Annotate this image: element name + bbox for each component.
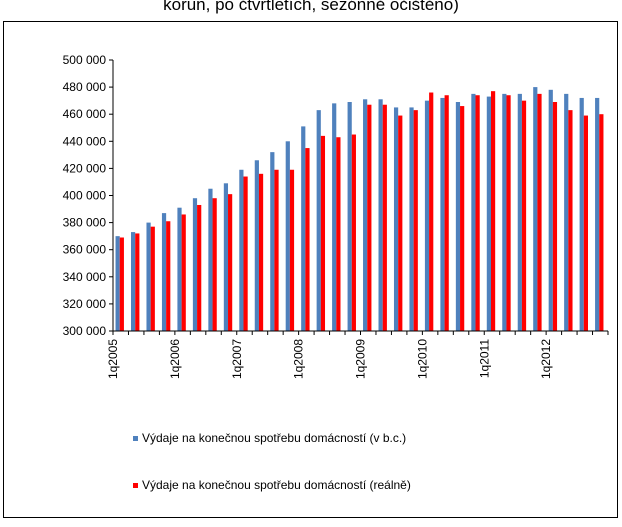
bar — [212, 198, 217, 331]
bar — [197, 204, 202, 331]
bar — [409, 107, 414, 331]
bar — [486, 96, 491, 332]
bar — [367, 104, 372, 331]
bar — [564, 93, 569, 331]
bar — [537, 93, 542, 331]
bar — [239, 169, 244, 331]
bar — [502, 93, 507, 331]
bar — [177, 207, 182, 331]
bar — [398, 115, 403, 332]
y-tick-label: 380 000 — [63, 216, 107, 230]
bar — [347, 102, 352, 331]
x-tick-label: 1q2011 — [477, 339, 491, 378]
y-tick-label: 360 000 — [63, 243, 107, 257]
x-tick-label: 1q2010 — [415, 339, 429, 379]
bar — [471, 93, 476, 331]
bar — [131, 232, 136, 331]
bar — [146, 222, 151, 331]
bar — [595, 97, 600, 331]
bar — [429, 92, 434, 332]
chart-title: korun, po čtvrtletích, sezónně očištěno) — [163, 0, 459, 14]
bar — [455, 102, 461, 331]
bar — [320, 135, 326, 331]
chart-frame — [3, 21, 618, 518]
bar — [316, 110, 321, 331]
bar — [579, 97, 584, 331]
bar — [305, 148, 310, 331]
bar — [424, 100, 430, 332]
bar — [161, 213, 167, 331]
bar — [285, 141, 290, 331]
bar — [382, 104, 387, 331]
legend-label: Výdaje na konečnou spotřebu domácností (… — [142, 431, 406, 445]
y-tick-label: 440 000 — [63, 134, 107, 148]
x-tick-label: 1q2007 — [230, 339, 244, 379]
bar — [243, 176, 248, 331]
bar — [475, 95, 480, 331]
bar — [289, 169, 295, 331]
bar — [506, 95, 511, 331]
bar — [444, 95, 449, 331]
y-tick-label: 320 000 — [63, 297, 107, 311]
bar — [351, 134, 356, 331]
bar — [274, 169, 279, 331]
bar — [460, 106, 465, 331]
y-tick-label: 300 000 — [63, 324, 107, 338]
bar — [599, 114, 604, 331]
bar — [517, 93, 522, 331]
bar — [440, 97, 445, 331]
bar — [568, 110, 573, 331]
bar — [336, 137, 341, 331]
bar — [583, 115, 588, 332]
x-tick-label: 1q2006 — [168, 339, 182, 379]
bar — [150, 226, 155, 331]
bar — [363, 99, 368, 331]
bar — [192, 198, 198, 331]
bar — [378, 99, 383, 331]
y-tick-label: 400 000 — [63, 189, 107, 203]
bar — [119, 237, 124, 331]
y-tick-label: 460 000 — [63, 107, 107, 121]
bar — [533, 87, 538, 331]
bar — [301, 126, 306, 332]
bar — [552, 102, 558, 331]
bar — [332, 103, 337, 331]
bar — [115, 236, 120, 331]
x-tick-label: 1q2012 — [539, 339, 553, 379]
bar — [548, 89, 553, 331]
bar — [393, 107, 399, 331]
bar — [270, 152, 275, 331]
x-tick-label: 1q2009 — [354, 339, 368, 379]
y-tick-label: 500 000 — [63, 53, 107, 67]
bar — [258, 173, 264, 331]
legend-swatch — [133, 483, 138, 488]
bar — [413, 110, 418, 331]
y-tick-label: 420 000 — [63, 161, 107, 175]
bar — [223, 183, 229, 331]
legend-label: Výdaje na konečnou spotřebu domácností (… — [142, 478, 411, 492]
y-tick-label: 480 000 — [63, 80, 107, 94]
legend-swatch — [133, 436, 138, 441]
x-tick-label: 1q2008 — [292, 339, 306, 379]
y-tick-label: 340 000 — [63, 270, 107, 284]
bar — [135, 233, 140, 331]
x-tick-label: 1q2005 — [106, 339, 120, 379]
bar — [166, 221, 171, 331]
bar — [521, 100, 527, 332]
bar — [490, 91, 496, 331]
bar — [208, 188, 213, 331]
bar — [254, 160, 259, 331]
bar — [181, 214, 186, 331]
bar — [228, 194, 233, 331]
